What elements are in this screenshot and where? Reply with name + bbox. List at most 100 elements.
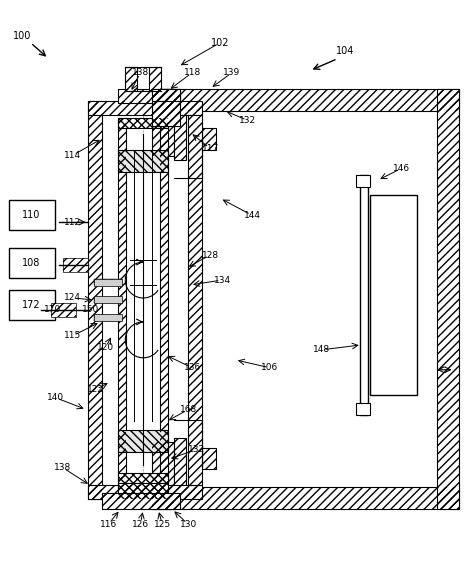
Bar [152,88,180,100]
Bar [152,487,459,509]
Bar [202,448,216,470]
FancyArrow shape [94,297,122,304]
Text: 106: 106 [261,363,279,373]
Bar [188,114,202,486]
Bar [89,100,102,499]
Text: 146: 146 [393,164,410,173]
Text: 124: 124 [64,293,81,302]
Bar [9,290,55,320]
Bar [174,111,186,160]
Text: 138: 138 [132,68,149,77]
Bar [152,88,180,100]
Text: 108: 108 [22,258,41,268]
Text: 114: 114 [64,151,81,160]
Bar [360,175,368,414]
Bar [174,111,438,487]
Bar [89,486,202,499]
Bar [152,88,459,111]
Bar [94,279,122,285]
Bar [152,487,459,509]
Bar [118,118,127,483]
Text: 122: 122 [87,385,104,394]
Text: 117: 117 [201,144,219,153]
Bar [118,429,168,452]
Bar [94,297,122,303]
Bar [94,315,122,321]
Bar [152,88,174,156]
Text: 120: 120 [97,343,114,352]
Bar [356,175,370,187]
Bar [356,402,370,414]
Bar [89,100,102,499]
Text: 100: 100 [13,31,32,41]
Bar [125,67,137,91]
Text: 172: 172 [22,300,41,310]
Bar [188,114,202,486]
Bar [370,195,418,395]
Bar [118,88,168,103]
Bar [152,441,174,509]
Text: 134: 134 [213,276,231,285]
Bar [174,111,186,160]
Bar [118,150,168,172]
Bar [118,118,168,129]
Bar [118,118,168,129]
Bar [160,118,168,483]
Bar [63,258,89,272]
Text: 132: 132 [239,116,256,125]
Text: 138: 138 [54,463,71,472]
Text: 140: 140 [47,393,64,402]
Bar [202,448,216,470]
Bar [149,67,161,91]
Bar [51,303,76,317]
Bar [94,279,122,285]
Bar [94,297,122,303]
Bar [51,303,76,317]
Bar [152,88,180,126]
Bar [63,258,89,272]
Bar [118,483,168,499]
Bar [202,129,216,150]
Text: 112: 112 [64,218,81,227]
Bar [118,483,168,499]
Bar [118,150,168,172]
Text: 130: 130 [180,520,197,529]
Bar [152,441,174,509]
Bar [127,129,160,474]
Text: 115: 115 [64,331,81,340]
Text: 104: 104 [336,46,354,56]
Bar [102,114,188,486]
Text: 102: 102 [211,38,229,48]
Text: 132: 132 [188,445,205,454]
Bar [118,474,168,483]
Text: 116: 116 [100,520,117,529]
FancyArrow shape [94,278,122,285]
Bar [89,100,202,114]
Text: 150: 150 [82,305,99,315]
Text: 139: 139 [223,68,241,77]
Bar [174,437,186,487]
Bar [89,100,202,114]
Bar [152,88,180,126]
Bar [94,315,122,321]
Text: 168: 168 [180,405,197,414]
Bar [9,248,55,278]
Bar [160,118,168,483]
Bar [89,486,202,499]
Bar [9,200,55,230]
Bar [174,437,186,487]
Text: 170: 170 [44,305,61,315]
Text: 125: 125 [154,520,171,529]
Bar [118,429,168,452]
Bar [118,474,168,483]
Bar [125,67,137,91]
Text: 110: 110 [22,210,41,220]
Text: 148: 148 [313,346,330,354]
Bar [202,129,216,150]
Text: 126: 126 [132,520,149,529]
Bar [438,88,459,509]
Bar [149,67,161,91]
Bar [438,88,459,509]
Text: 136: 136 [183,363,201,373]
Bar [102,494,180,509]
